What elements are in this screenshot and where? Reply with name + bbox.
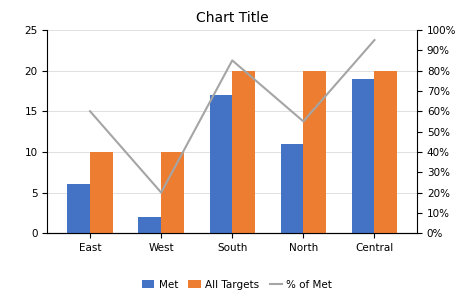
- Bar: [138, 217, 161, 233]
- % of Met: [87, 109, 93, 113]
- % of Met: [372, 38, 377, 42]
- % of Met: [229, 59, 235, 62]
- Bar: [303, 71, 326, 233]
- Line: % of Met: % of Met: [90, 40, 374, 193]
- Legend: Met, All Targets, % of Met: Met, All Targets, % of Met: [138, 275, 336, 294]
- Bar: [90, 152, 113, 233]
- % of Met: [158, 191, 164, 194]
- Bar: [210, 95, 232, 233]
- Bar: [352, 79, 374, 233]
- Bar: [281, 144, 303, 233]
- % of Met: [301, 120, 306, 123]
- Bar: [374, 71, 397, 233]
- Bar: [232, 71, 255, 233]
- Bar: [67, 184, 90, 233]
- Title: Chart Title: Chart Title: [196, 10, 269, 25]
- Bar: [161, 152, 184, 233]
